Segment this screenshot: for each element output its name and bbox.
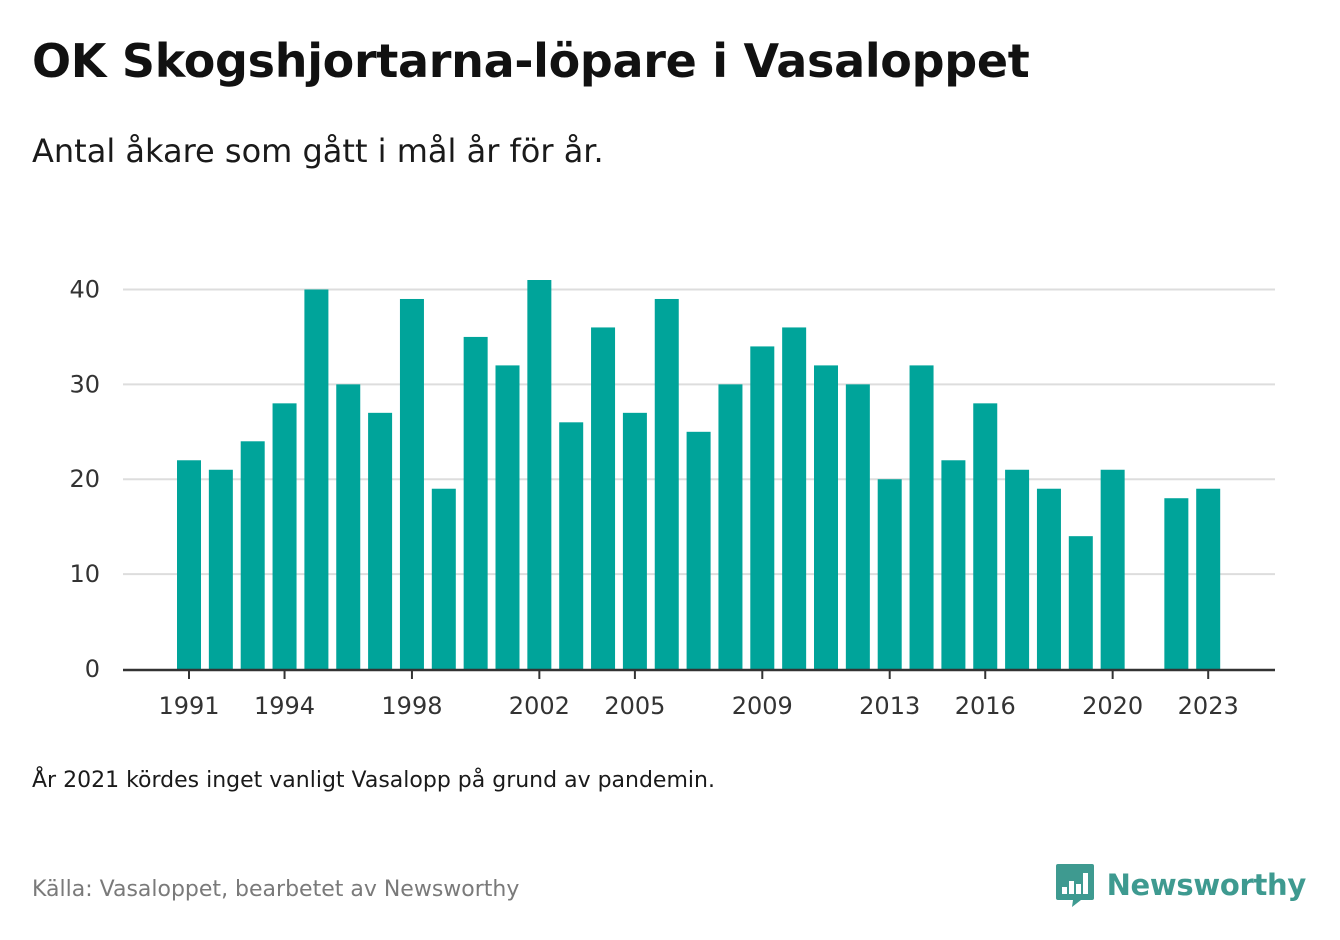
bar-2005 xyxy=(622,412,647,669)
bar-2011 xyxy=(814,365,838,669)
x-tick-label: 2016 xyxy=(955,692,1016,720)
chart-title: OK Skogshjortarna-löpare i Vasaloppet xyxy=(32,34,1030,88)
bar-2004 xyxy=(591,327,616,669)
bar-2014 xyxy=(909,365,934,669)
bar-2020 xyxy=(1100,469,1125,669)
x-tick-label: 1998 xyxy=(381,692,442,720)
bar-chart: 0 10 20 30 40 1991 1994 1998 2002 2005 2009 2013 20… xyxy=(69,275,1275,720)
bar-1995 xyxy=(304,289,329,669)
x-tick-label: 1994 xyxy=(254,692,315,720)
x-tick-label: 2013 xyxy=(859,692,920,720)
x-tick-label: 2005 xyxy=(604,692,665,720)
bar-2010 xyxy=(782,327,807,669)
x-tick-label: 2023 xyxy=(1178,692,1239,720)
x-tick-label: 1991 xyxy=(158,692,219,720)
bar-2022 xyxy=(1164,498,1189,669)
bar-2007 xyxy=(686,431,711,669)
bar-2012 xyxy=(845,384,870,669)
bars xyxy=(177,280,1221,669)
x-tick-label: 2002 xyxy=(509,692,570,720)
y-tick-label: 40 xyxy=(69,275,100,303)
bar-1993 xyxy=(240,441,265,669)
bar-2003 xyxy=(559,422,584,669)
bar-2023 xyxy=(1196,488,1221,669)
y-tick-label: 10 xyxy=(69,560,100,588)
bar-2000 xyxy=(463,336,488,669)
x-tick-label: 2020 xyxy=(1082,692,1143,720)
bar-2015 xyxy=(941,460,966,669)
bar-1998 xyxy=(399,298,424,669)
newsworthy-logo[interactable]: Newsworthy xyxy=(1055,862,1306,908)
bar-2017 xyxy=(1005,469,1030,669)
bar-2008 xyxy=(718,384,743,669)
axes: 1991 1994 1998 2002 2005 2009 2013 2016 2020 2023 xyxy=(123,668,1275,720)
bar-2018 xyxy=(1036,488,1061,669)
bar-1992 xyxy=(208,469,233,669)
source-text: Källa: Vasaloppet, bearbetet av Newswort… xyxy=(32,877,520,902)
bar-1994 xyxy=(272,403,297,669)
bar-1996 xyxy=(336,384,361,669)
bar-2013 xyxy=(877,479,902,669)
bar-chart-speech-bubble-icon xyxy=(1055,864,1094,907)
bar-2006 xyxy=(654,298,679,669)
y-tick-label: 30 xyxy=(69,370,100,398)
bar-2019 xyxy=(1068,536,1093,669)
brand-name: Newsworthy xyxy=(1106,868,1307,902)
bar-1991 xyxy=(177,460,201,669)
y-tick-label: 20 xyxy=(69,465,100,493)
y-tick-label: 0 xyxy=(85,655,100,683)
bar-2002 xyxy=(527,280,552,669)
footnote: År 2021 kördes inget vanligt Vasalopp på… xyxy=(32,768,715,793)
bar-2009 xyxy=(750,346,775,669)
x-tick-label: 2009 xyxy=(732,692,793,720)
chart-subtitle: Antal åkare som gått i mål år för år. xyxy=(32,132,604,170)
bar-1999 xyxy=(431,488,456,669)
bar-1997 xyxy=(368,412,393,669)
bar-2001 xyxy=(495,365,520,669)
bar-2016 xyxy=(973,403,998,669)
